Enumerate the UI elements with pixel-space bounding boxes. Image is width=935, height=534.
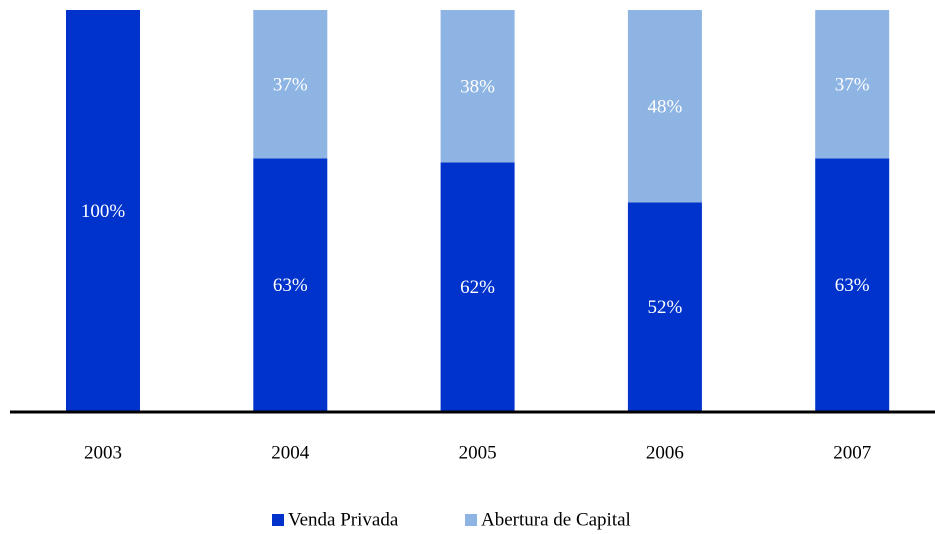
data-label: 62% <box>460 277 495 298</box>
legend-label: Abertura de Capital <box>481 509 631 530</box>
bar-segment <box>253 10 328 159</box>
data-label: 37% <box>273 75 308 96</box>
data-label: 37% <box>835 75 870 96</box>
x-tick-label: 2006 <box>646 442 684 463</box>
bar-segment <box>627 10 702 203</box>
bar-segment <box>627 202 702 411</box>
bar-segment <box>440 162 515 411</box>
data-label: 63% <box>835 275 870 296</box>
x-tick-label: 2004 <box>271 442 310 463</box>
legend-label: Venda Privada <box>288 509 399 530</box>
bar-segment <box>66 10 140 411</box>
data-label: 38% <box>460 77 495 98</box>
data-label: 63% <box>273 275 308 296</box>
data-label: 100% <box>81 201 126 222</box>
bar-segment <box>815 158 890 411</box>
x-tick-label: 2005 <box>459 442 497 463</box>
x-tick-label: 2007 <box>833 442 871 463</box>
legend-swatch <box>465 514 477 526</box>
bar-segment <box>440 10 515 163</box>
bar-segment <box>253 158 328 411</box>
x-tick-label: 2003 <box>84 442 122 463</box>
bar-segment <box>815 10 890 159</box>
data-label: 48% <box>647 97 682 118</box>
legend-swatch <box>272 514 284 526</box>
data-label: 52% <box>647 297 682 318</box>
